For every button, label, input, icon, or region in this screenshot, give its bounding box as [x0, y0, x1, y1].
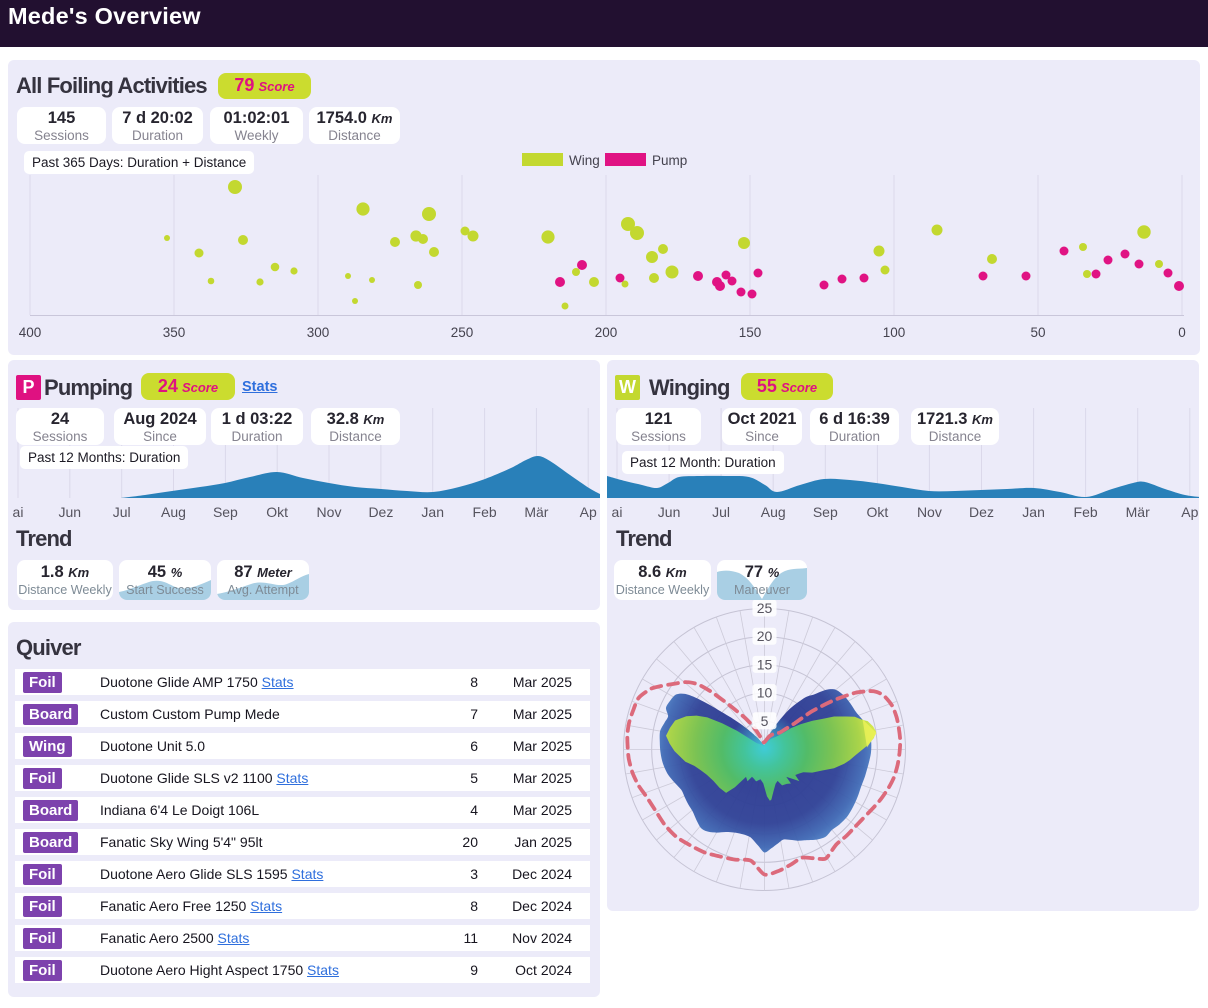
svg-text:400: 400 — [19, 325, 42, 340]
svg-text:200: 200 — [595, 325, 618, 340]
svg-text:0: 0 — [1178, 325, 1186, 340]
svg-text:Mär: Mär — [1126, 504, 1150, 520]
svg-text:Wing: Wing — [569, 153, 600, 168]
svg-text:Aug: Aug — [161, 504, 186, 520]
svg-text:Dez: Dez — [969, 504, 994, 520]
svg-text:Nov: Nov — [917, 504, 942, 520]
svg-text:350: 350 — [163, 325, 186, 340]
svg-text:300: 300 — [307, 325, 330, 340]
svg-text:5: 5 — [761, 713, 769, 729]
svg-text:Jun: Jun — [658, 504, 681, 520]
svg-text:Ap: Ap — [1181, 504, 1198, 520]
svg-text:Aug: Aug — [761, 504, 786, 520]
svg-text:Nov: Nov — [317, 504, 342, 520]
svg-text:Jul: Jul — [712, 504, 730, 520]
svg-text:ai: ai — [612, 504, 623, 520]
svg-text:Jan: Jan — [421, 504, 444, 520]
svg-text:Mär: Mär — [524, 504, 548, 520]
svg-text:Ap: Ap — [580, 504, 597, 520]
svg-text:15: 15 — [757, 656, 773, 672]
svg-text:100: 100 — [883, 325, 906, 340]
svg-text:Sep: Sep — [213, 504, 238, 520]
svg-text:Jun: Jun — [59, 504, 82, 520]
svg-text:Pump: Pump — [652, 153, 687, 168]
svg-text:ai: ai — [13, 504, 24, 520]
svg-text:Feb: Feb — [473, 504, 497, 520]
svg-text:Okt: Okt — [266, 504, 288, 520]
svg-text:150: 150 — [739, 325, 762, 340]
svg-text:25: 25 — [757, 600, 773, 616]
svg-text:20: 20 — [757, 628, 773, 644]
svg-text:10: 10 — [757, 685, 773, 701]
svg-text:250: 250 — [451, 325, 474, 340]
svg-text:Sep: Sep — [813, 504, 838, 520]
svg-text:Dez: Dez — [368, 504, 393, 520]
svg-text:Okt: Okt — [867, 504, 889, 520]
svg-text:Jan: Jan — [1022, 504, 1045, 520]
svg-text:Jul: Jul — [113, 504, 131, 520]
svg-text:50: 50 — [1030, 325, 1045, 340]
svg-text:Feb: Feb — [1074, 504, 1098, 520]
